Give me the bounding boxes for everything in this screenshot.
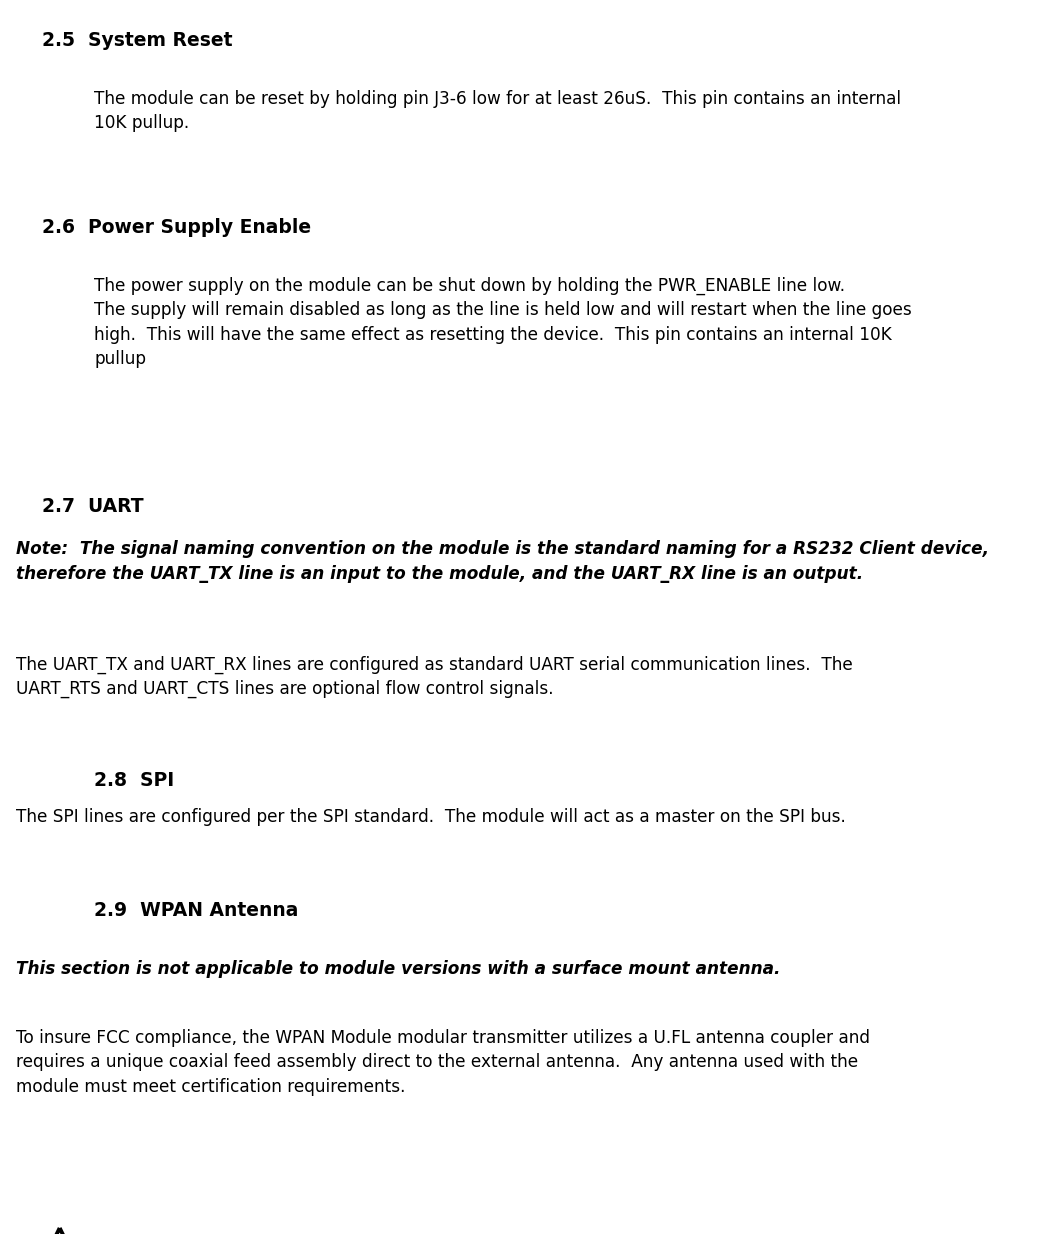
Text: 2.9  WPAN Antenna: 2.9 WPAN Antenna — [94, 901, 298, 921]
Text: 2.7  UART: 2.7 UART — [42, 497, 143, 516]
Text: 2.5  System Reset: 2.5 System Reset — [42, 31, 232, 49]
Text: The SPI lines are configured per the SPI standard.  The module will act as a mas: The SPI lines are configured per the SPI… — [16, 808, 846, 826]
Text: 2.6  Power Supply Enable: 2.6 Power Supply Enable — [42, 217, 311, 237]
Text: The power supply on the module can be shut down by holding the PWR_ENABLE line l: The power supply on the module can be sh… — [94, 276, 912, 368]
Text: This section is not applicable to module versions with a surface mount antenna.: This section is not applicable to module… — [16, 960, 780, 979]
Text: The UART_TX and UART_RX lines are configured as standard UART serial communicati: The UART_TX and UART_RX lines are config… — [16, 655, 852, 698]
Text: The module can be reset by holding pin J3-6 low for at least 26uS.  This pin con: The module can be reset by holding pin J… — [94, 90, 901, 132]
Text: To insure FCC compliance, the WPAN Module modular transmitter utilizes a U.FL an: To insure FCC compliance, the WPAN Modul… — [16, 1029, 870, 1096]
Text: Note:  The signal naming convention on the module is the standard naming for a R: Note: The signal naming convention on th… — [16, 540, 988, 582]
Text: 2.8  SPI: 2.8 SPI — [94, 771, 175, 790]
